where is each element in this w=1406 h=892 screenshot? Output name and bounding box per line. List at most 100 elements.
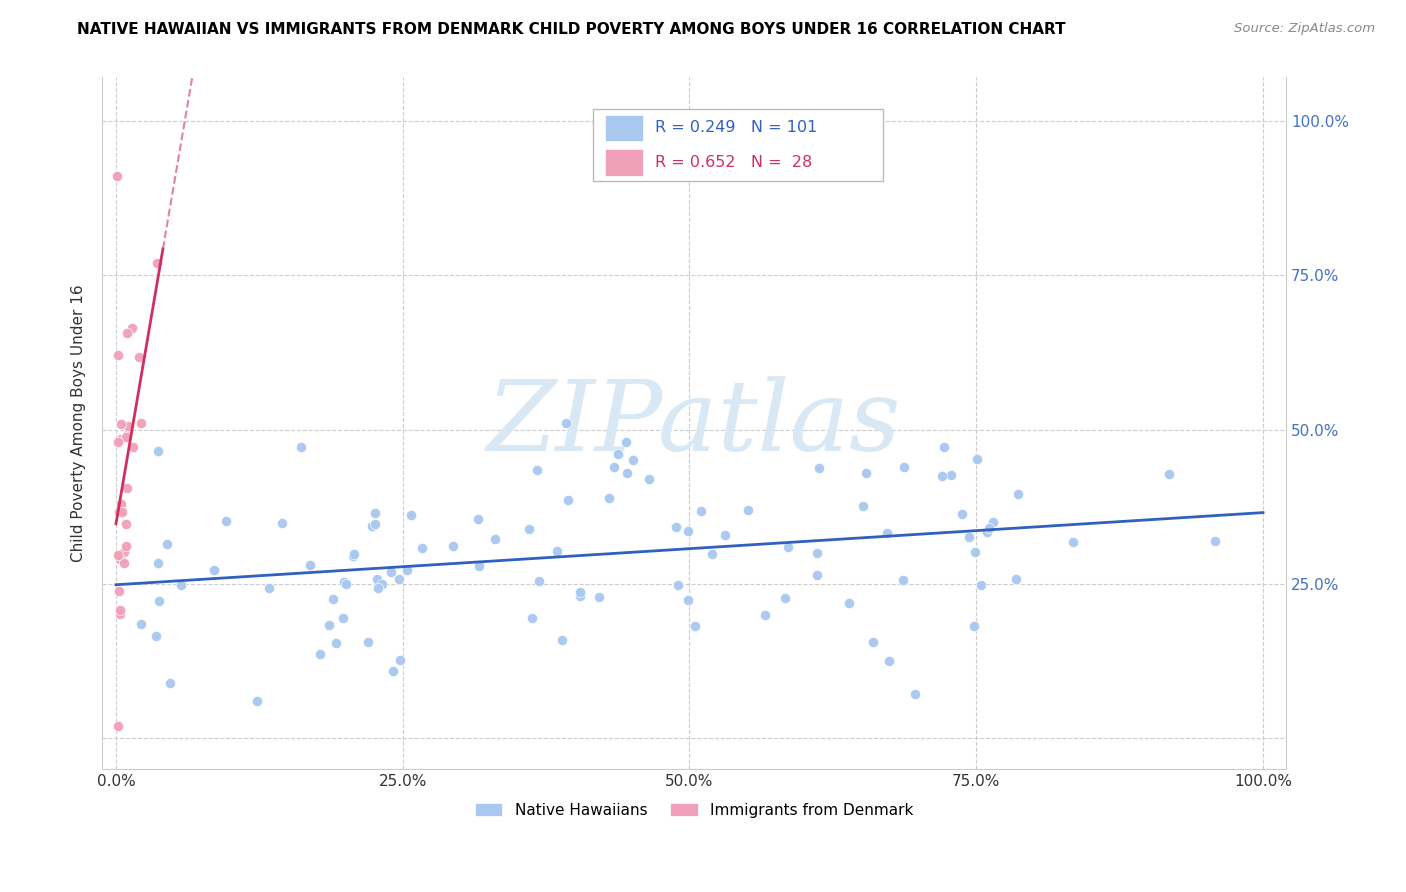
Point (382, 664, 405, 678)
Point (931, 469, 953, 483)
Point (399, 508, 422, 522)
Point (557, 493, 579, 508)
Point (441, 539, 464, 553)
Point (754, 607, 776, 622)
Point (112, 556, 135, 570)
Point (110, 417, 132, 432)
Point (690, 504, 713, 518)
Point (121, 440, 143, 454)
FancyBboxPatch shape (593, 109, 883, 181)
Point (335, 577, 357, 591)
Point (957, 530, 980, 544)
Point (1005, 572, 1028, 586)
Point (966, 452, 988, 467)
Point (108, 552, 131, 566)
Point (569, 585, 592, 599)
Text: Source: ZipAtlas.com: Source: ZipAtlas.com (1234, 22, 1375, 36)
Point (115, 430, 138, 444)
Point (963, 619, 986, 633)
Point (1007, 487, 1029, 501)
Point (357, 634, 380, 648)
Text: R = 0.249   N = 101: R = 0.249 N = 101 (655, 120, 817, 136)
Point (360, 518, 382, 533)
Point (970, 578, 993, 592)
Point (108, 607, 131, 622)
Point (111, 505, 134, 519)
Point (333, 574, 356, 589)
Text: ZIPatlas: ZIPatlas (486, 376, 901, 471)
Text: NATIVE HAWAIIAN VS IMMIGRANTS FROM DENMARK CHILD POVERTY AMONG BOYS UNDER 16 COR: NATIVE HAWAIIAN VS IMMIGRANTS FROM DENMA… (77, 22, 1066, 37)
Point (855, 467, 877, 481)
Point (107, 584, 129, 599)
Point (128, 351, 150, 365)
Point (107, 719, 129, 733)
Point (517, 522, 540, 536)
Point (737, 502, 759, 516)
Point (976, 524, 998, 539)
Point (527, 574, 550, 589)
Point (367, 581, 389, 595)
Point (148, 444, 170, 458)
Point (363, 517, 385, 532)
Point (332, 611, 354, 625)
Point (246, 694, 269, 708)
Point (202, 563, 225, 577)
Point (838, 596, 860, 610)
Point (215, 514, 238, 528)
Point (616, 466, 638, 480)
Text: R = 0.652   N =  28: R = 0.652 N = 28 (655, 155, 813, 170)
Point (862, 635, 884, 649)
Point (309, 647, 332, 661)
Point (876, 525, 898, 540)
Point (546, 544, 568, 558)
Point (318, 617, 340, 632)
Point (110, 497, 132, 511)
Point (979, 521, 1001, 535)
Point (700, 547, 723, 561)
Bar (606, 115, 643, 141)
Point (110, 603, 132, 617)
Point (115, 326, 138, 341)
Point (963, 545, 986, 559)
Point (110, 432, 132, 446)
Point (148, 594, 170, 608)
Point (569, 589, 592, 603)
Point (115, 539, 138, 553)
Point (893, 459, 915, 474)
Point (522, 611, 544, 625)
Point (371, 577, 394, 591)
Point (676, 593, 699, 607)
Point (891, 573, 914, 587)
Point (598, 491, 620, 505)
Point (322, 592, 344, 607)
Point (146, 557, 169, 571)
Point (107, 348, 129, 362)
Point (121, 321, 143, 335)
Point (950, 507, 973, 521)
Point (614, 434, 637, 449)
Point (467, 512, 489, 526)
Point (115, 481, 138, 495)
Point (343, 547, 366, 561)
Point (364, 507, 387, 521)
Point (145, 629, 167, 643)
Legend: Native Hawaiians, Immigrants from Denmark: Native Hawaiians, Immigrants from Denmar… (468, 797, 920, 824)
Point (366, 572, 388, 586)
Point (932, 440, 955, 454)
Point (257, 582, 280, 596)
Point (271, 516, 294, 530)
Point (325, 636, 347, 650)
Point (467, 558, 489, 573)
Point (170, 578, 193, 592)
Y-axis label: Child Poverty Among Boys Under 16: Child Poverty Among Boys Under 16 (72, 285, 86, 562)
Point (526, 463, 548, 477)
Point (904, 686, 927, 700)
Point (388, 572, 411, 586)
Point (551, 633, 574, 648)
Point (107, 548, 129, 562)
Point (808, 460, 831, 475)
Point (939, 468, 962, 483)
Point (981, 515, 1004, 529)
Point (1062, 535, 1084, 549)
Point (342, 549, 364, 563)
